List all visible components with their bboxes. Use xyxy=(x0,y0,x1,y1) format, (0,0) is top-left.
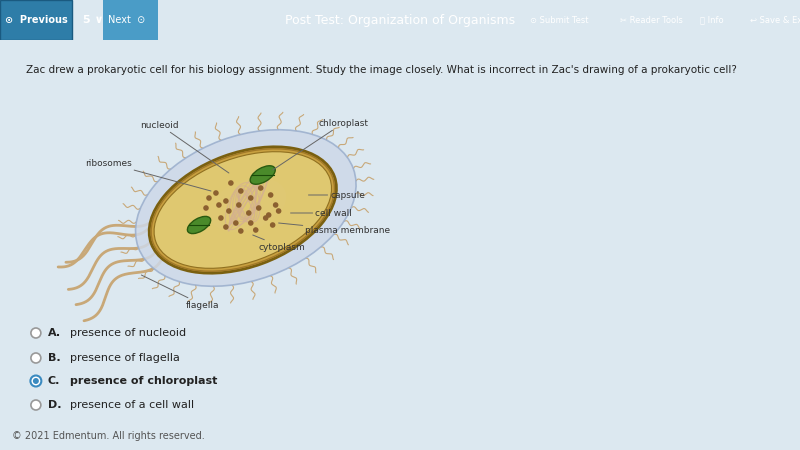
Text: © 2021 Edmentum. All rights reserved.: © 2021 Edmentum. All rights reserved. xyxy=(12,431,205,441)
Circle shape xyxy=(236,202,242,208)
Ellipse shape xyxy=(250,166,275,184)
Text: ↩ Save & Exit: ↩ Save & Exit xyxy=(750,15,800,24)
FancyBboxPatch shape xyxy=(103,0,158,40)
Circle shape xyxy=(276,208,282,214)
Text: B.: B. xyxy=(48,353,61,363)
Ellipse shape xyxy=(135,130,356,286)
Circle shape xyxy=(31,400,41,410)
Text: ⊙  Previous: ⊙ Previous xyxy=(5,15,67,25)
Text: presence of nucleoid: presence of nucleoid xyxy=(70,328,186,338)
Text: ⓘ Info: ⓘ Info xyxy=(700,15,724,24)
Circle shape xyxy=(31,328,41,338)
Circle shape xyxy=(233,220,238,226)
Text: presence of chloroplast: presence of chloroplast xyxy=(70,376,217,386)
Circle shape xyxy=(223,198,229,204)
Circle shape xyxy=(266,212,271,218)
Circle shape xyxy=(203,205,209,211)
Circle shape xyxy=(273,202,278,208)
Text: cytoplasm: cytoplasm xyxy=(253,235,306,252)
Circle shape xyxy=(223,224,229,230)
Ellipse shape xyxy=(210,178,286,232)
Circle shape xyxy=(228,180,234,186)
Text: presence of flagella: presence of flagella xyxy=(70,353,179,363)
Text: capsule: capsule xyxy=(309,190,366,199)
Text: plasma membrane: plasma membrane xyxy=(278,223,390,234)
Text: Next  ⊙: Next ⊙ xyxy=(108,15,146,25)
Text: C.: C. xyxy=(48,376,60,386)
Circle shape xyxy=(30,375,42,387)
Text: ✂ Reader Tools: ✂ Reader Tools xyxy=(620,15,683,24)
Circle shape xyxy=(248,220,254,226)
Circle shape xyxy=(268,192,274,198)
Circle shape xyxy=(258,185,263,191)
Circle shape xyxy=(238,188,244,194)
Circle shape xyxy=(213,190,218,196)
Text: presence of a cell wall: presence of a cell wall xyxy=(70,400,194,410)
Text: A.: A. xyxy=(48,328,61,338)
Ellipse shape xyxy=(149,147,337,273)
Text: ⊙ Submit Test: ⊙ Submit Test xyxy=(530,15,589,24)
Circle shape xyxy=(270,222,275,228)
Text: chloroplast: chloroplast xyxy=(273,118,369,170)
Text: D.: D. xyxy=(48,400,62,410)
Circle shape xyxy=(226,208,232,214)
Text: 5 ∨: 5 ∨ xyxy=(83,15,103,25)
Text: Zac drew a prokaryotic cell for his biology assignment. Study the image closely.: Zac drew a prokaryotic cell for his biol… xyxy=(26,65,737,75)
Text: cell wall: cell wall xyxy=(290,208,352,217)
FancyBboxPatch shape xyxy=(0,0,72,40)
Text: flagella: flagella xyxy=(142,275,220,310)
Ellipse shape xyxy=(187,216,210,234)
Circle shape xyxy=(238,228,244,234)
Circle shape xyxy=(216,202,222,208)
Circle shape xyxy=(253,227,258,233)
Circle shape xyxy=(33,378,39,384)
Circle shape xyxy=(248,195,254,201)
Text: Post Test: Organization of Organisms: Post Test: Organization of Organisms xyxy=(285,14,515,27)
Circle shape xyxy=(256,205,262,211)
Circle shape xyxy=(246,210,251,216)
Ellipse shape xyxy=(154,152,331,268)
Circle shape xyxy=(263,215,269,221)
Circle shape xyxy=(31,353,41,363)
Circle shape xyxy=(218,215,224,221)
Circle shape xyxy=(206,195,212,201)
Text: ribosomes: ribosomes xyxy=(85,158,211,191)
Text: nucleoid: nucleoid xyxy=(141,121,229,173)
